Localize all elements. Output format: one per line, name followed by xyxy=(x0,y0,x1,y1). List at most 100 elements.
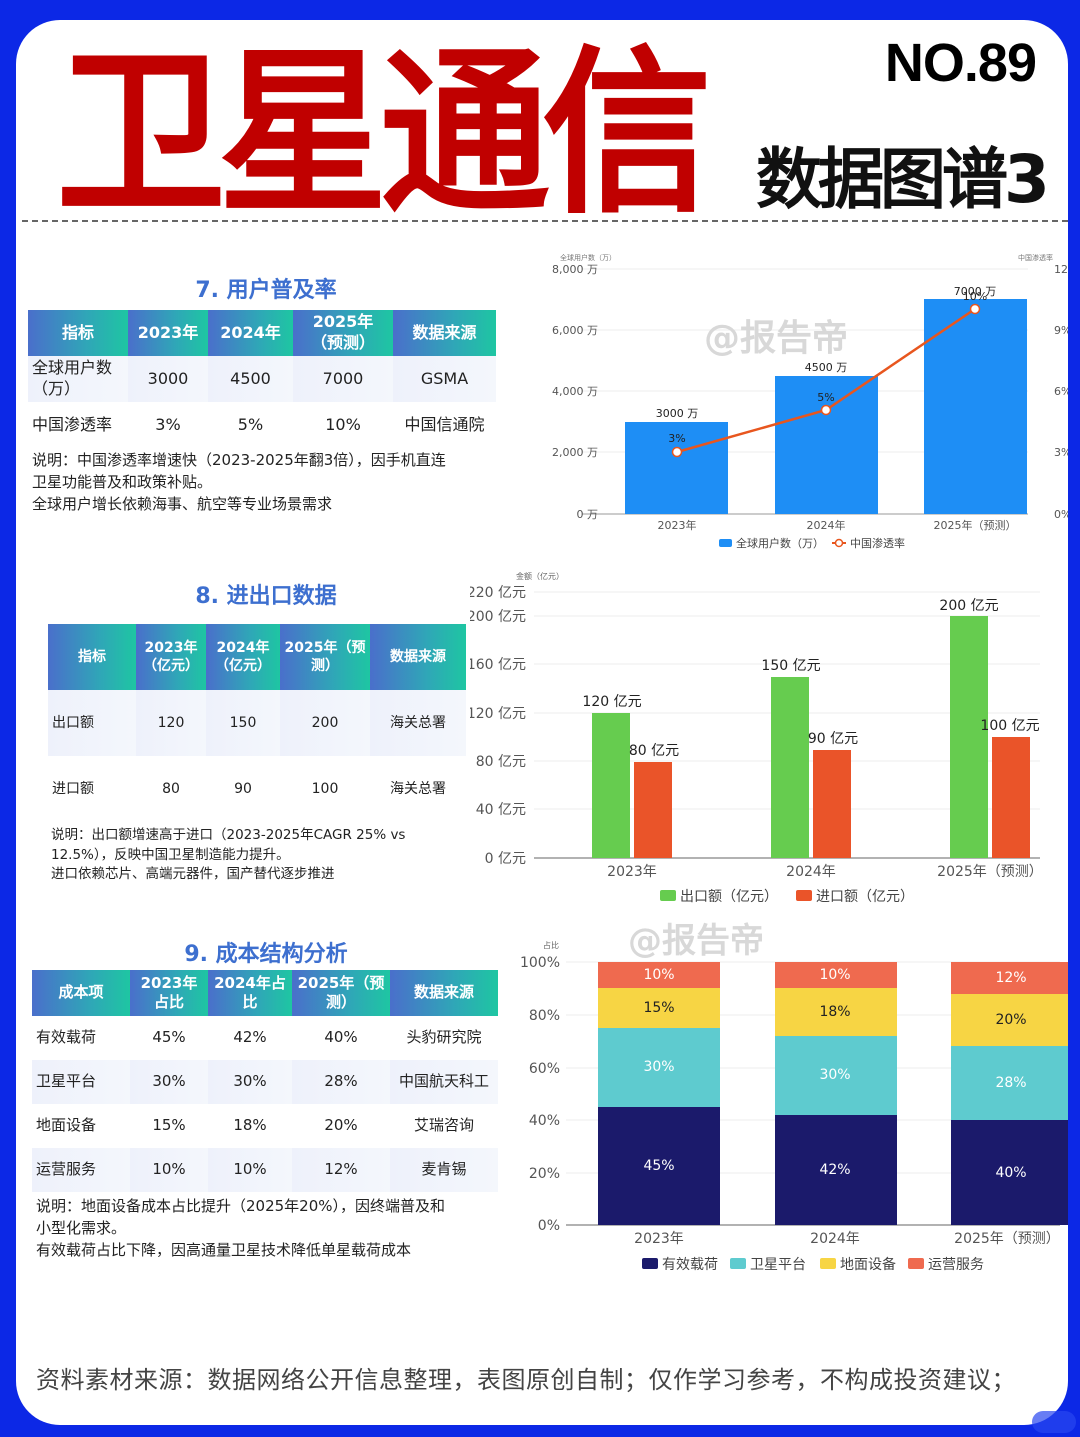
cell: 30% xyxy=(130,1060,208,1104)
svg-text:20%: 20% xyxy=(995,1012,1026,1028)
svg-text:地面设备: 地面设备 xyxy=(840,1256,896,1273)
svg-text:20%: 20% xyxy=(529,1166,560,1182)
table-header: 2024年 xyxy=(208,310,293,356)
svg-text:有效载荷: 有效载荷 xyxy=(662,1257,718,1273)
table-header: 2023年 xyxy=(128,310,208,356)
cell: 100 xyxy=(311,780,339,797)
table-header: 2024年（亿元） xyxy=(206,624,280,690)
svg-text:15%: 15% xyxy=(643,1000,674,1016)
table-row: 出口额 120 150 200 海关总署 xyxy=(48,690,466,756)
section7-table: 指标 2023年 2024年 2025年（预测） 数据来源 全球用户数（万） 3… xyxy=(28,310,496,448)
issue-number: NO.89 xyxy=(884,33,1037,93)
svg-text:9%: 9% xyxy=(1054,324,1068,337)
svg-text:40 亿元: 40 亿元 xyxy=(476,802,526,818)
table-row: 卫星平台 30% 30% 28% 中国航天科工 xyxy=(32,1060,498,1104)
table-row: 地面设备 15% 18% 20% 艾瑞咨询 xyxy=(32,1104,498,1148)
table-header: 数据来源 xyxy=(393,310,496,356)
cell: 20% xyxy=(324,1116,358,1135)
row-label: 有效载荷 xyxy=(36,1028,97,1047)
cell: 4500 xyxy=(208,356,293,402)
section9-title: 9. 成本结构分析 xyxy=(184,942,348,967)
svg-text:30%: 30% xyxy=(643,1059,674,1075)
svg-text:40%: 40% xyxy=(529,1113,560,1129)
svg-text:80%: 80% xyxy=(529,1008,560,1024)
cell-source: 海关总署 xyxy=(370,690,466,756)
svg-text:6,000 万: 6,000 万 xyxy=(552,324,598,337)
table-row: 进口额 80 90 100 海关总署 xyxy=(48,756,466,822)
svg-text:2,000 万: 2,000 万 xyxy=(552,446,598,459)
svg-text:0%: 0% xyxy=(538,1218,560,1234)
cell-source: 头豹研究院 xyxy=(406,1028,482,1047)
row-label: 全球用户数（万） xyxy=(28,356,128,402)
svg-text:80 亿元: 80 亿元 xyxy=(629,743,679,759)
cell: 200 xyxy=(280,690,370,756)
user-penetration-chart: 全球用户数（万） 中国渗透率 8,000 万 6,000 万 4,000 万 2… xyxy=(520,248,1068,558)
cell-source: 中国航天科工 xyxy=(390,1060,498,1104)
row-label: 出口额 xyxy=(48,690,136,756)
cell: 10% xyxy=(208,1148,292,1192)
svg-text:10%: 10% xyxy=(819,967,850,983)
table-header: 2025年（预测） xyxy=(292,970,390,1016)
svg-text:12%: 12% xyxy=(1054,263,1068,276)
bar-2023 xyxy=(625,422,728,514)
svg-text:进口额（亿元）: 进口额（亿元） xyxy=(816,889,914,905)
svg-text:出口额（亿元）: 出口额（亿元） xyxy=(680,889,778,905)
section9-table: 成本项 2023年占比 2024年占比 2025年（预测） 数据来源 有效载荷 … xyxy=(32,970,498,1192)
cell: 42% xyxy=(233,1028,267,1047)
svg-text:卫星平台: 卫星平台 xyxy=(750,1257,806,1273)
svg-text:12%: 12% xyxy=(995,970,1026,986)
table-header: 2025年（预测） xyxy=(293,310,393,356)
row-label: 卫星平台 xyxy=(32,1060,130,1104)
bar-2024 xyxy=(775,376,878,514)
cell: 30% xyxy=(208,1060,292,1104)
cell: 18% xyxy=(233,1116,267,1135)
svg-text:2023年: 2023年 xyxy=(607,864,657,880)
svg-text:3%: 3% xyxy=(1054,446,1068,459)
table-row: 中国渗透率 3% 5% 10% 中国信通院 xyxy=(28,402,496,448)
svg-text:7000 万: 7000 万 xyxy=(954,285,997,298)
cell: 80 xyxy=(162,780,180,797)
cell: 7000 xyxy=(293,356,393,402)
row-label: 进口额 xyxy=(52,780,94,797)
table-header: 数据来源 xyxy=(390,970,498,1016)
svg-text:8,000 万: 8,000 万 xyxy=(552,263,598,276)
cell: 5% xyxy=(237,414,264,434)
svg-text:金额（亿元）: 金额（亿元） xyxy=(516,571,564,581)
cell: 3000 xyxy=(128,356,208,402)
svg-text:28%: 28% xyxy=(995,1075,1026,1091)
svg-text:2025年（预测）: 2025年（预测） xyxy=(937,864,1043,880)
table-header: 2025年（预测） xyxy=(280,624,370,690)
table-header: 2023年占比 xyxy=(130,970,208,1016)
row-label: 运营服务 xyxy=(32,1148,130,1192)
svg-text:0%: 0% xyxy=(1054,508,1068,521)
svg-text:全球用户数（万）: 全球用户数（万） xyxy=(736,536,824,550)
legend-users-swatch xyxy=(719,539,732,547)
svg-text:4500 万: 4500 万 xyxy=(805,361,848,374)
section9-note: 说明：地面设备成本占比提升（2025年20%），因终端普及和 小型化需求。 有效… xyxy=(36,1197,446,1259)
svg-text:45%: 45% xyxy=(643,1158,674,1174)
poster-card: 卫星通信 NO.89 数据图谱3 7. 用户普及率 指标 2023年 2024年… xyxy=(16,20,1068,1425)
svg-text:5%: 5% xyxy=(817,391,834,404)
svg-text:200 亿元: 200 亿元 xyxy=(939,598,998,614)
svg-text:40%: 40% xyxy=(995,1165,1026,1181)
svg-text:42%: 42% xyxy=(819,1162,850,1178)
svg-text:10%: 10% xyxy=(963,290,987,303)
cell: 45% xyxy=(152,1028,186,1047)
svg-text:运营服务: 运营服务 xyxy=(928,1257,984,1273)
y-axis-title: 全球用户数（万） xyxy=(560,253,616,262)
cell: 10% xyxy=(130,1148,208,1192)
corner-badge xyxy=(1032,1411,1076,1433)
svg-text:100%: 100% xyxy=(520,955,560,971)
section8-note: 说明：出口额增速高于进口（2023-2025年CAGR 25% vs 12.5%… xyxy=(51,827,406,883)
cell-source: 艾瑞咨询 xyxy=(413,1116,474,1135)
svg-text:2025年（预测）: 2025年（预测） xyxy=(954,1231,1060,1247)
svg-text:30%: 30% xyxy=(819,1067,850,1083)
svg-text:6%: 6% xyxy=(1054,385,1068,398)
svg-text:2024年: 2024年 xyxy=(786,864,836,880)
y2-axis-title: 中国渗透率 xyxy=(1018,253,1053,262)
svg-text:160 亿元: 160 亿元 xyxy=(470,657,526,673)
cell: 90 xyxy=(234,780,252,797)
cell-source: 麦肯锡 xyxy=(390,1148,498,1192)
cell-source: 海关总署 xyxy=(390,780,446,797)
svg-text:中国渗透率: 中国渗透率 xyxy=(850,536,905,550)
